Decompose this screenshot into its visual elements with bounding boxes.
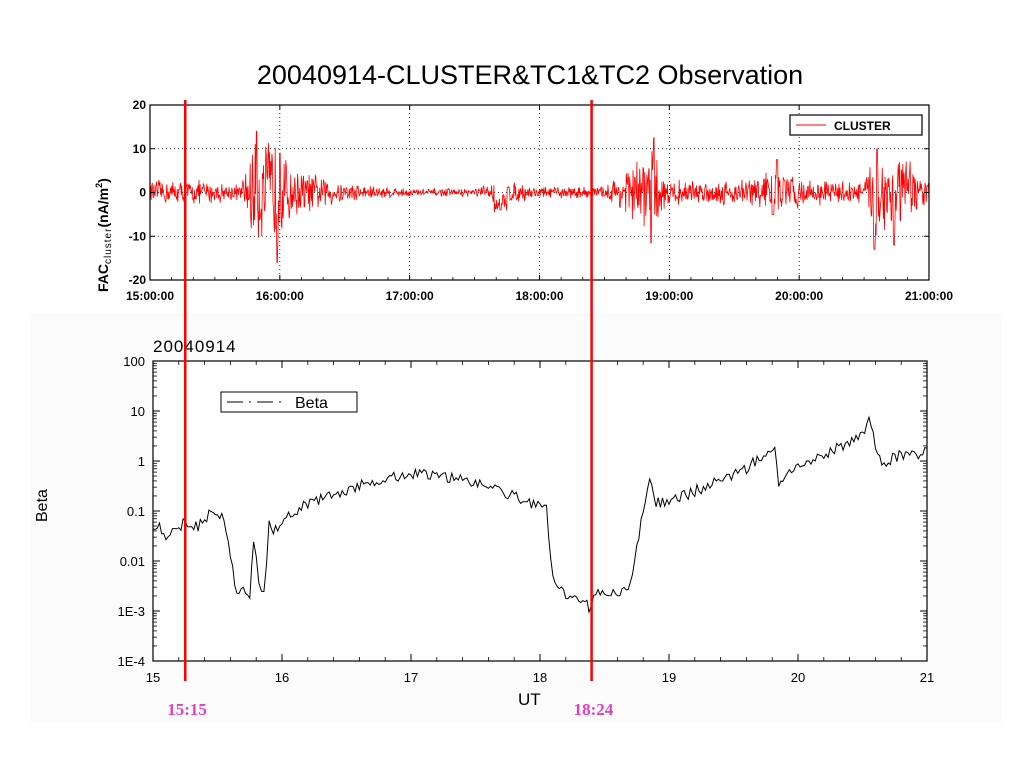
marker-label-1515: 15:15	[167, 700, 207, 719]
beta-x-tick-label: 19	[662, 670, 676, 685]
fac-y-tick-label: -10	[129, 229, 147, 243]
fac-x-tick-label: 15:00:00	[126, 289, 174, 303]
fac-y-tick-label: 20	[133, 98, 147, 112]
ut-x-axis-label: UT	[518, 690, 541, 709]
beta-x-tick-label: 17	[404, 670, 418, 685]
beta-x-tick-label: 21	[920, 670, 934, 685]
beta-y-tick-label: 10	[131, 404, 145, 419]
fac-x-tick-label: 19:00:00	[645, 289, 693, 303]
beta-y-tick-label: 0.1	[127, 504, 145, 519]
fac-y-tick-label: 10	[133, 142, 147, 156]
beta-series-line	[152, 415, 928, 614]
fac-y-tick-label: -20	[129, 273, 147, 287]
beta-legend-box	[220, 391, 358, 413]
fac-legend-box	[789, 114, 923, 136]
beta-y-tick-label: 100	[123, 354, 145, 369]
fac-legend-label: CLUSTER	[834, 119, 891, 133]
fac-x-tick-label: 17:00:00	[386, 289, 434, 303]
beta-legend-label: Beta	[295, 395, 328, 412]
date-label: 20040914	[153, 337, 237, 356]
fac-series-cluster	[149, 130, 930, 263]
marker-label-1824: 18:24	[573, 700, 614, 719]
beta-x-tick-label: 16	[275, 670, 289, 685]
beta-y-tick-label: 1E-4	[118, 654, 145, 669]
fac-x-tick-label: 20:00:00	[775, 289, 823, 303]
fac-x-tick-label: 16:00:00	[256, 289, 304, 303]
beta-x-tick-label: 20	[791, 670, 805, 685]
fac-y-tick-label: 0	[139, 186, 146, 200]
fac-x-tick-label: 21:00:00	[905, 289, 953, 303]
beta-x-tick-label: 15	[146, 670, 160, 685]
beta-x-tick-label: 18	[533, 670, 547, 685]
chart-title: 20040914-CLUSTER&TC1&TC2 Observation	[256, 60, 804, 90]
beta-y-tick-label: 1E-3	[118, 604, 145, 619]
beta-y-tick-label: 0.01	[120, 554, 145, 569]
fac-x-tick-label: 18:00:00	[515, 289, 563, 303]
beta-y-tick-label: 1	[138, 454, 145, 469]
